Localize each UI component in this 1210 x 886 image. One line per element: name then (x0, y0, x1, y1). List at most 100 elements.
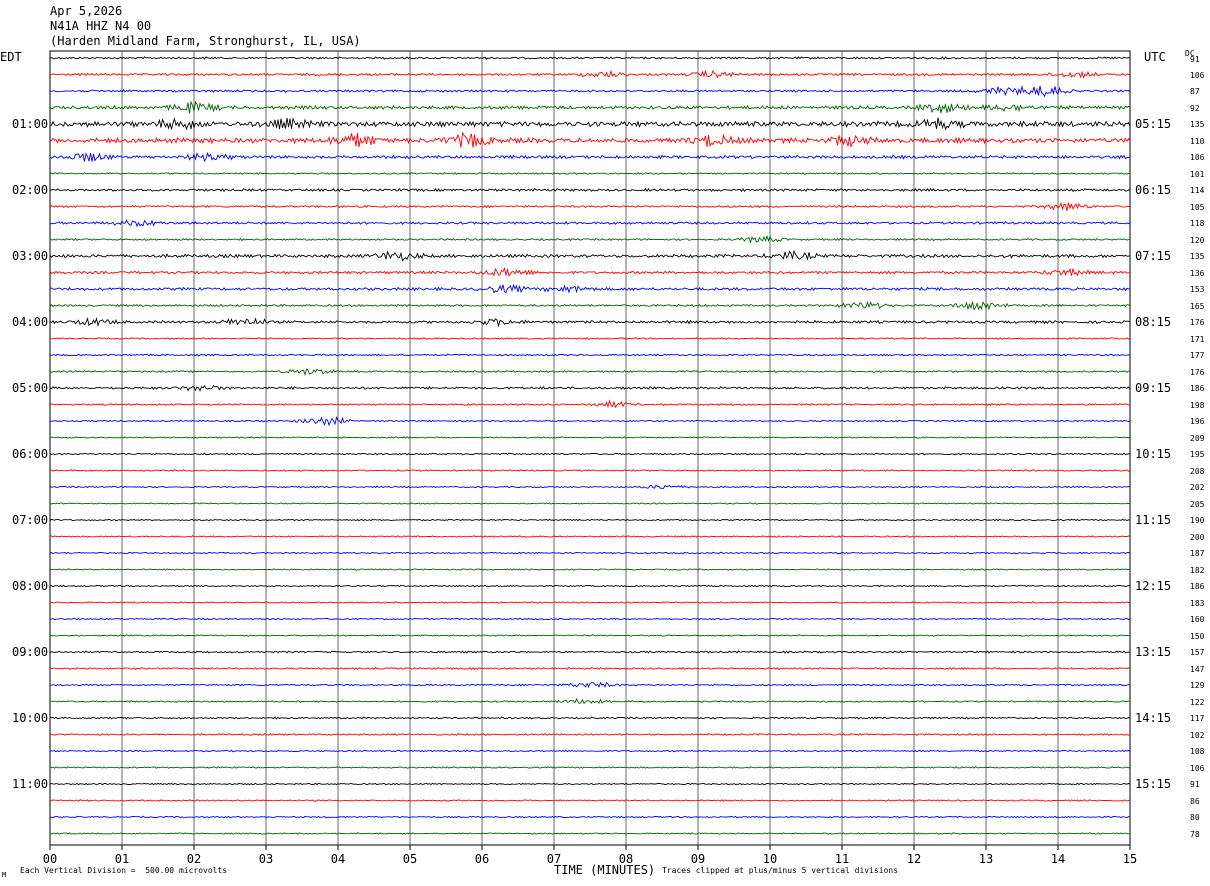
dc-value-label: 183 (1190, 598, 1205, 608)
seismic-trace (49, 69, 1131, 79)
dc-value-label: 200 (1190, 532, 1205, 542)
seismic-trace (49, 502, 1131, 505)
seismic-trace (50, 666, 1131, 671)
x-tick-label: 08 (618, 852, 634, 866)
dc-value-label: 196 (1190, 417, 1205, 426)
left-hour-label: 11:00 (12, 777, 49, 791)
dc-value-label: 117 (1190, 714, 1205, 723)
dc-value-label: 176 (1190, 318, 1205, 327)
right-hour-label: 05:15 (1135, 117, 1172, 131)
right-hour-label: 09:15 (1135, 381, 1172, 395)
x-tick-label: 02 (186, 852, 202, 866)
seismic-trace (49, 452, 1131, 456)
dc-value-label: 78 (1190, 829, 1200, 839)
dc-value-label: 182 (1190, 565, 1205, 575)
dc-value-label: 118 (1190, 219, 1205, 228)
seismic-trace (49, 535, 1131, 538)
right-hour-label: 12:15 (1135, 579, 1172, 593)
seismic-trace (50, 601, 1131, 604)
left-hour-label: 05:00 (12, 381, 49, 395)
dc-value-label: 177 (1190, 351, 1205, 360)
seismic-trace (49, 815, 1131, 819)
dc-value-label: 186 (1190, 582, 1205, 591)
dc-value-label: 150 (1190, 631, 1205, 641)
left-hour-label: 03:00 (12, 249, 49, 263)
seismic-trace (49, 368, 1131, 377)
seismic-trace (49, 300, 1131, 311)
x-tick-label: 01 (114, 852, 130, 866)
seismic-trace (49, 436, 1131, 439)
seismic-trace (49, 202, 1131, 212)
left-hour-label: 01:00 (12, 117, 49, 131)
x-tick-label: 03 (258, 852, 274, 866)
seismic-trace (49, 187, 1131, 193)
dc-value-label: 108 (1190, 747, 1205, 756)
seismic-trace (49, 634, 1131, 637)
seismic-trace (49, 337, 1131, 340)
seismic-trace (49, 469, 1131, 472)
dc-value-label: 190 (1190, 516, 1205, 525)
seismic-trace (49, 832, 1131, 835)
dc-value-label: 209 (1190, 433, 1205, 443)
left-hour-label: 06:00 (12, 447, 49, 461)
dc-value-label: 202 (1190, 483, 1205, 492)
dc-value-label: 195 (1190, 450, 1205, 459)
seismic-trace (49, 650, 1131, 654)
x-tick-label: 05 (402, 852, 418, 866)
seismic-trace (49, 551, 1131, 555)
dc-value-label: 135 (1190, 120, 1205, 129)
dc-value-label: 122 (1190, 697, 1205, 707)
seismic-trace (49, 283, 1131, 294)
x-tick-label: 11 (834, 852, 850, 866)
seismic-trace (49, 172, 1130, 175)
x-tick-label: 07 (546, 852, 562, 866)
dc-value-label: 186 (1190, 384, 1205, 393)
seismic-trace (49, 385, 1131, 392)
right-hour-label: 13:15 (1135, 645, 1172, 659)
right-hour-label: 08:15 (1135, 315, 1172, 329)
seismic-trace (49, 151, 1131, 163)
seismic-trace (49, 249, 1131, 262)
corner-mark: M (2, 871, 7, 879)
dc-value-label: 176 (1190, 367, 1205, 377)
dc-value-label: 135 (1190, 252, 1205, 261)
right-timezone-label: UTC (1144, 50, 1166, 64)
dc-value-label: 120 (1190, 235, 1205, 245)
left-hour-label: 02:00 (12, 183, 49, 197)
right-hour-label: 14:15 (1135, 711, 1172, 725)
right-hour-label: 11:15 (1135, 513, 1172, 527)
dc-value-label: 110 (1190, 136, 1205, 146)
dc-value-label: 187 (1190, 549, 1205, 558)
dc-value-label: 106 (1190, 763, 1205, 773)
dc-value-label: 106 (1190, 70, 1205, 80)
seismic-trace (49, 219, 1131, 228)
seismic-trace (49, 716, 1131, 720)
dc-value-label: 106 (1190, 153, 1205, 162)
dc-value-label: 86 (1190, 796, 1200, 806)
left-hour-label: 07:00 (12, 513, 49, 527)
dc-value-label: 91 (1190, 55, 1200, 64)
dc-value-label: 114 (1190, 186, 1205, 195)
seismic-trace (49, 234, 1131, 244)
dc-value-label: 102 (1190, 730, 1205, 740)
dc-value-label: 87 (1190, 87, 1200, 96)
footer-clip-note: Traces clipped at plus/minus 5 vertical … (662, 866, 899, 875)
dc-value-label: 136 (1190, 268, 1205, 278)
dc-value-label: 157 (1190, 648, 1205, 657)
seismic-trace (49, 766, 1131, 769)
x-tick-label: 06 (474, 852, 490, 866)
x-tick-label: 15 (1122, 852, 1138, 866)
seismic-trace (49, 131, 1131, 148)
seismic-trace (49, 415, 1131, 427)
seismic-trace (49, 267, 1131, 277)
seismic-trace (49, 681, 1131, 689)
x-tick-label: 09 (690, 852, 706, 866)
right-hour-label: 15:15 (1135, 777, 1172, 791)
seismic-trace (49, 697, 1131, 705)
dc-value-label: 92 (1190, 103, 1200, 113)
header-station: N41A HHZ N4 00 (50, 19, 152, 33)
footer-scale-note: Each Vertical Division = 500.00 microvol… (20, 866, 228, 875)
seismic-trace (49, 317, 1131, 328)
left-timezone-label: EDT (0, 50, 22, 64)
